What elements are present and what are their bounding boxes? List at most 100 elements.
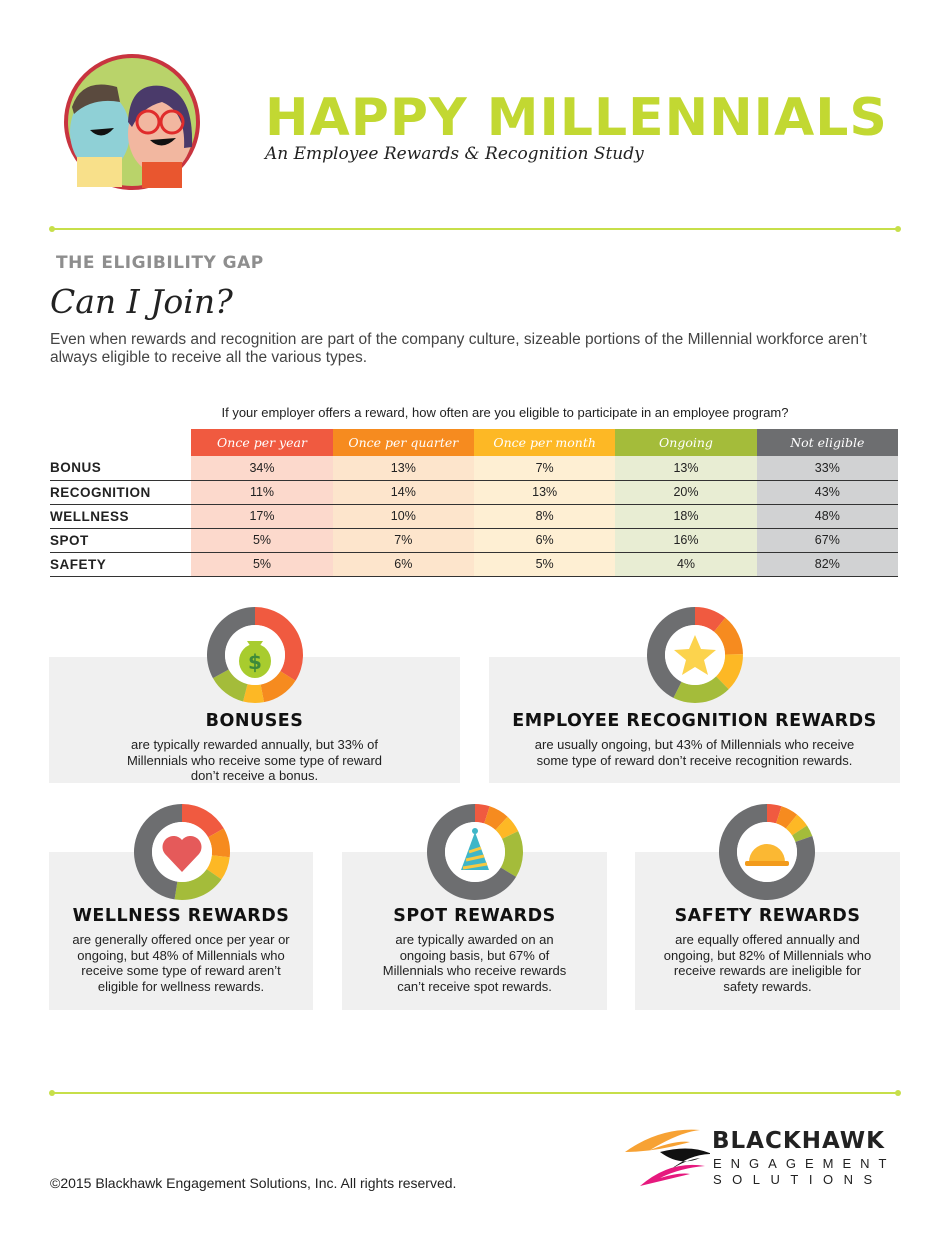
card-text: are typically rewarded annually, but 33%… bbox=[126, 737, 383, 783]
donut-segment-month bbox=[495, 816, 519, 839]
heart-icon bbox=[162, 835, 202, 872]
row-label: RECOGNITION bbox=[50, 480, 192, 505]
divider-bottom bbox=[49, 1090, 901, 1096]
donut-segment-year bbox=[767, 804, 782, 824]
donut-segment-not-eligible bbox=[133, 804, 182, 900]
table-cell: 6% bbox=[473, 528, 616, 553]
table-row-bonus: BONUS 34% 13% 7% 13% 33% bbox=[50, 456, 898, 481]
donut-segment-quarter bbox=[260, 671, 296, 703]
table-cell: 13% bbox=[473, 480, 616, 505]
column-header-not-eligible: Not eligible bbox=[756, 429, 898, 456]
card-text: are generally offered once per year or o… bbox=[72, 932, 290, 994]
table-row-recognition: RECOGNITION 11% 14% 13% 20% 43% bbox=[50, 480, 898, 505]
donut-segment-month bbox=[206, 855, 230, 880]
table-cell: 5% bbox=[191, 552, 333, 577]
table-cell: 11% bbox=[191, 480, 333, 505]
page-title: HAPPY MILLENNIALS bbox=[265, 88, 888, 148]
table-cell: 7% bbox=[473, 456, 616, 481]
column-header-month: Once per month bbox=[473, 429, 616, 456]
table-cell: 7% bbox=[332, 528, 474, 553]
row-label: SPOT bbox=[50, 528, 192, 553]
logo-line3: SOLUTIONS bbox=[713, 1172, 883, 1187]
column-header-ongoing: Ongoing bbox=[615, 429, 757, 456]
money-bag-icon: $ bbox=[239, 641, 271, 678]
card-text: are typically awarded on an ongoing basi… bbox=[382, 932, 567, 994]
table-cell: 10% bbox=[332, 504, 474, 529]
row-label: BONUS bbox=[50, 456, 192, 481]
donut-segment-ongoing bbox=[212, 669, 248, 702]
column-header-quarter: Once per quarter bbox=[332, 429, 474, 456]
table-row-safety: SAFETY 5% 6% 5% 4% 82% bbox=[50, 552, 898, 577]
donut-segment-ongoing bbox=[174, 869, 222, 900]
section-intro: Even when rewards and recognition are pa… bbox=[50, 331, 867, 366]
table-cell: 20% bbox=[615, 480, 757, 505]
table-cell: 67% bbox=[756, 528, 898, 553]
divider-top bbox=[49, 226, 901, 232]
table-cell: 33% bbox=[756, 456, 898, 481]
donut-segment-month bbox=[716, 654, 743, 690]
millennials-illustration bbox=[64, 54, 200, 190]
donut-segment-month bbox=[785, 814, 808, 836]
bonus-donut: $ bbox=[207, 607, 303, 703]
donut-segment-year bbox=[182, 804, 224, 838]
table-cell: 18% bbox=[615, 504, 757, 529]
wellness-donut bbox=[133, 804, 230, 900]
table-cell: 13% bbox=[332, 456, 474, 481]
donut-segment-ongoing bbox=[500, 831, 523, 877]
section-heading: Can I Join? bbox=[50, 282, 233, 321]
card-title: SPOT REWARDS bbox=[393, 906, 556, 926]
card-recognition: EMPLOYEE RECOGNITION REWARDS are usually… bbox=[489, 657, 900, 783]
table-cell: 13% bbox=[615, 456, 757, 481]
table-row-spot: SPOT 5% 7% 6% 16% 67% bbox=[50, 528, 898, 553]
card-wellness: WELLNESS REWARDS are generally offered o… bbox=[49, 852, 313, 1010]
donut-segment-ongoing bbox=[792, 825, 813, 843]
table-cell: 8% bbox=[473, 504, 616, 529]
card-title: BONUSES bbox=[205, 711, 304, 731]
donut-segment-not-eligible bbox=[207, 607, 255, 679]
party-hat-icon bbox=[461, 828, 489, 870]
donut-segment-quarter bbox=[484, 806, 508, 830]
table-title: If your employer offers a reward, how of… bbox=[221, 405, 789, 420]
table-row-wellness: WELLNESS 17% 10% 8% 18% 48% bbox=[50, 504, 898, 529]
donut-segment-quarter bbox=[713, 617, 743, 655]
row-label: SAFETY bbox=[50, 552, 192, 577]
table-cell: 4% bbox=[615, 552, 757, 577]
column-header-year: Once per year bbox=[191, 429, 333, 456]
card-text: are equally offered annually and ongoing… bbox=[663, 932, 872, 994]
hawk-wings-icon bbox=[625, 1129, 710, 1186]
blackhawk-logo: BLACKHAWK ENGAGEMENT SOLUTIONS bbox=[620, 1122, 900, 1192]
donut-segment-quarter bbox=[208, 828, 230, 858]
svg-text:$: $ bbox=[248, 650, 262, 674]
card-title: EMPLOYEE RECOGNITION REWARDS bbox=[512, 711, 877, 731]
table-cell: 5% bbox=[191, 528, 333, 553]
table-cell: 82% bbox=[756, 552, 898, 577]
safety-donut bbox=[719, 804, 815, 900]
star-icon bbox=[674, 635, 716, 675]
table-cell: 17% bbox=[191, 504, 333, 529]
donut-segment-quarter bbox=[776, 806, 798, 829]
donut-segment-year bbox=[695, 607, 726, 632]
table-cell: 34% bbox=[191, 456, 333, 481]
donut-segment-not-eligible bbox=[719, 804, 815, 900]
card-title: SAFETY REWARDS bbox=[674, 906, 861, 926]
table-cell: 5% bbox=[473, 552, 616, 577]
header-empty bbox=[50, 429, 192, 456]
page-subtitle: An Employee Rewards & Recognition Study bbox=[265, 144, 644, 164]
eligibility-table: Once per year Once per quarter Once per … bbox=[50, 429, 898, 577]
table-cell: 43% bbox=[756, 480, 898, 505]
card-title: WELLNESS REWARDS bbox=[72, 906, 290, 926]
row-label: WELLNESS bbox=[50, 504, 192, 529]
copyright: ©2015 Blackhawk Engagement Solutions, In… bbox=[50, 1175, 457, 1191]
donut-segment-year bbox=[255, 607, 303, 681]
donut-segment-not-eligible bbox=[647, 607, 695, 698]
spot-donut bbox=[427, 804, 523, 900]
recognition-donut bbox=[647, 607, 743, 703]
card-text: are usually ongoing, but 43% of Millenni… bbox=[534, 737, 855, 768]
table-cell: 14% bbox=[332, 480, 474, 505]
table-cell: 16% bbox=[615, 528, 757, 553]
logo-line2: ENGAGEMENT bbox=[713, 1156, 896, 1171]
donut-segment-not-eligible bbox=[427, 804, 517, 900]
table-cell: 6% bbox=[332, 552, 474, 577]
donut-segment-month bbox=[243, 684, 264, 703]
donut-segment-ongoing bbox=[673, 676, 729, 703]
